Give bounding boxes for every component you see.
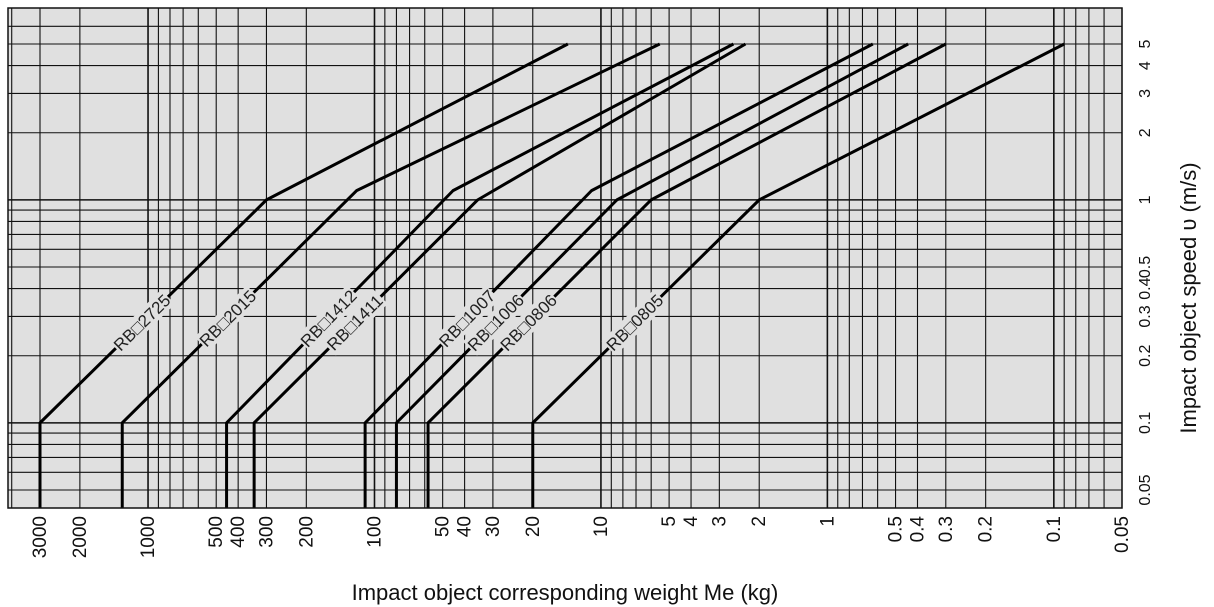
x-tick-label: 4 xyxy=(681,516,702,527)
x-tick-label: 0.4 xyxy=(908,516,929,543)
x-tick-label: 5 xyxy=(659,516,680,527)
x-tick-label: 0.3 xyxy=(936,516,957,542)
x-tick-label: 1 xyxy=(817,516,838,527)
y-tick-label: 0.4 xyxy=(1137,277,1154,299)
y-tick-label: 2 xyxy=(1137,128,1154,137)
y-gridlines xyxy=(8,25,1122,491)
y-tick-label: 4 xyxy=(1137,61,1154,70)
y-tick-label: 0.1 xyxy=(1137,412,1154,434)
x-tick-label: 40 xyxy=(455,516,476,537)
y-tick-label: 5 xyxy=(1137,39,1154,48)
x-tick-label: 3000 xyxy=(30,516,51,558)
x-tick-label: 100 xyxy=(365,516,386,548)
x-tick-label: 30 xyxy=(483,516,504,537)
x-tick-label: 50 xyxy=(433,516,454,537)
x-tick-label: 0.5 xyxy=(886,516,907,542)
x-axis-title: Impact object corresponding weight Me (k… xyxy=(352,580,779,605)
y-tick-label: 0.5 xyxy=(1137,256,1154,278)
x-tick-label: 20 xyxy=(523,516,544,537)
x-tick-label: 400 xyxy=(228,516,249,548)
x-tick-label: 0.2 xyxy=(976,516,997,542)
plot-frame xyxy=(7,7,1123,509)
y-tick-label: 3 xyxy=(1137,89,1154,98)
x-tick-label: 0.1 xyxy=(1044,516,1065,542)
x-tick-label: 3 xyxy=(709,516,730,527)
y-tick-label: 0.3 xyxy=(1137,305,1154,327)
x-tick-label: 300 xyxy=(256,516,277,548)
x-tick-label: 200 xyxy=(296,516,317,548)
y-axis-title: Impact object speed υ (m/s) xyxy=(1176,162,1201,433)
y-tick-label: 0.2 xyxy=(1137,345,1154,367)
x-tick-label: 2 xyxy=(749,516,770,527)
x-tick-label: 10 xyxy=(591,516,612,537)
x-tick-label: 1000 xyxy=(138,516,159,558)
x-tick-label: 0.05 xyxy=(1112,516,1133,553)
x-tick-label: 2000 xyxy=(70,516,91,558)
x-tick-labels: 3000 2000 1000 500 400 300 200 100 50 40 30 20 10 5 4 3… xyxy=(30,516,1133,559)
y-tick-labels: 0.05 0.1 0.2 0.3 0.40.5 1 2 3 4 5 xyxy=(1137,39,1154,505)
x-tick-label: 500 xyxy=(206,516,227,548)
y-tick-label: 0.05 xyxy=(1137,474,1154,505)
y-tick-label: 1 xyxy=(1137,195,1154,204)
